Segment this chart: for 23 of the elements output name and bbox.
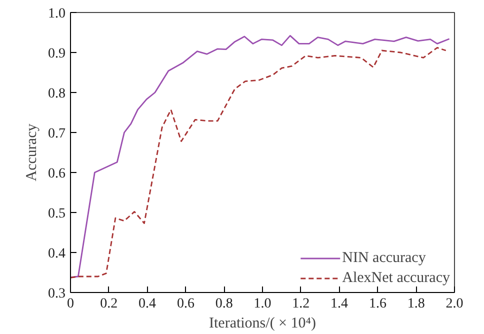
y-tick-label: 0.3: [48, 286, 66, 302]
y-axis-title: Accuracy: [24, 123, 40, 182]
y-tick-label: 1.0: [48, 6, 66, 22]
legend-label: AlexNet accuracy: [342, 270, 450, 286]
legend-label: NIN accuracy: [342, 250, 426, 266]
x-tick-label: 1.8: [407, 296, 425, 312]
y-tick-label: 0.7: [48, 126, 66, 142]
x-tick-label: 2.0: [446, 296, 464, 312]
x-tick-label: 1.2: [292, 296, 310, 312]
x-tick-label: 1.0: [254, 296, 272, 312]
x-tick-label: 0.4: [138, 296, 156, 312]
x-tick-label: 0.6: [176, 296, 194, 312]
y-tick-label: 0.4: [48, 246, 66, 262]
x-axis-title: Iterations/( × 10⁴): [209, 316, 316, 332]
x-tick-label: 1.4: [330, 296, 348, 312]
x-tick-label: 0.8: [215, 296, 233, 312]
x-tick-label: 1.6: [368, 296, 386, 312]
y-tick-label: 0.5: [48, 206, 66, 222]
x-tick-label: 0.2: [100, 296, 118, 312]
y-tick-label: 0.9: [48, 46, 66, 62]
y-tick-label: 0.8: [48, 86, 66, 102]
y-tick-label: 0.6: [48, 166, 66, 182]
x-tick-label: 0: [67, 296, 74, 312]
